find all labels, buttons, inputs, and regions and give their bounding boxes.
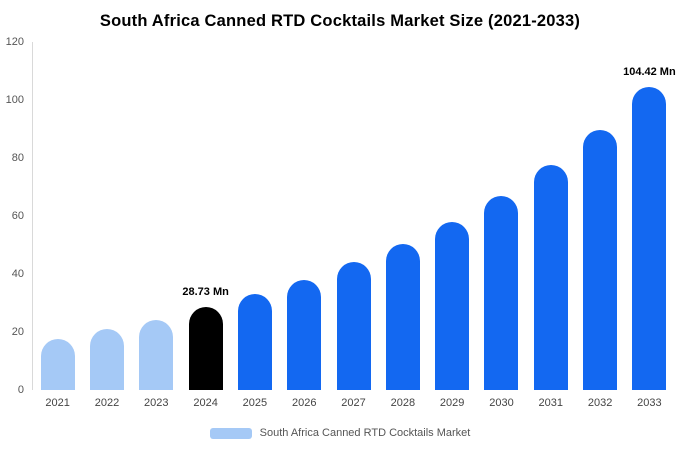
legend-swatch — [209, 427, 252, 439]
y-tick-label: 80 — [11, 152, 24, 164]
bar-column: 104.42 Mn 2033 — [623, 42, 676, 409]
x-tick-label: 2025 — [242, 397, 268, 409]
bar-value-label: 28.73 Mn — [182, 285, 229, 298]
x-tick-label: 2030 — [489, 397, 514, 409]
bar-column: 2023 — [132, 42, 181, 409]
legend: South Africa Canned RTD Cocktails Market — [0, 427, 680, 439]
x-tick-label: 2032 — [587, 397, 613, 409]
bar-column: 28.73 Mn 2024 — [181, 42, 230, 409]
bar — [287, 279, 322, 390]
x-tick-label: 2029 — [439, 397, 465, 409]
legend-label: South Africa Canned RTD Cocktails Market — [259, 427, 471, 439]
x-tick-label: 2022 — [94, 397, 120, 409]
bar — [583, 130, 618, 390]
bar-column: 2025 — [230, 42, 279, 409]
bar-column: 2029 — [428, 42, 477, 409]
plot-area: 2021 2022 2023 28.73 Mn 2024 2025 2026 2027 2028… — [32, 42, 676, 409]
bar — [237, 294, 272, 390]
y-tick-label: 120 — [5, 36, 24, 48]
bar — [40, 339, 75, 390]
y-tick-label: 0 — [17, 384, 24, 396]
x-tick-label: 2031 — [538, 397, 564, 409]
bar — [533, 165, 568, 390]
bar — [336, 262, 371, 390]
bar — [385, 243, 420, 390]
y-tick-label: 40 — [11, 268, 24, 280]
y-axis: 0 20 40 60 80 100 120 — [0, 36, 26, 396]
x-tick-label: 2024 — [193, 397, 218, 409]
bar — [435, 221, 470, 390]
x-tick-label: 2033 — [637, 397, 662, 409]
bar-column: 2028 — [378, 42, 427, 409]
x-tick-label: 2026 — [291, 397, 317, 409]
bar-column: 2031 — [526, 42, 575, 409]
y-tick-label: 60 — [11, 210, 24, 222]
bar-column: 2032 — [575, 42, 624, 409]
y-tick-label: 20 — [11, 326, 24, 338]
bar-column: 2027 — [329, 42, 378, 409]
bar — [89, 329, 124, 390]
bar — [139, 320, 174, 390]
bar-column: 2026 — [280, 42, 329, 409]
x-tick-label: 2027 — [341, 397, 366, 409]
bar — [484, 195, 519, 390]
bar-column: 2022 — [82, 42, 131, 409]
bar — [188, 306, 223, 390]
bar-column: 2030 — [477, 42, 526, 409]
x-tick-label: 2023 — [144, 397, 169, 409]
chart-title: South Africa Canned RTD Cocktails Market… — [99, 12, 581, 30]
bar — [632, 87, 667, 390]
x-tick-label: 2021 — [45, 397, 70, 409]
y-tick-label: 100 — [5, 94, 24, 106]
bar-value-label: 104.42 Mn — [623, 66, 676, 79]
plot-wrap: 0 20 40 60 80 100 120 2021 2022 2023 28.73 Mn 2024… — [6, 36, 676, 409]
x-tick-label: 2028 — [390, 397, 416, 409]
bar-column: 2021 — [33, 42, 82, 409]
